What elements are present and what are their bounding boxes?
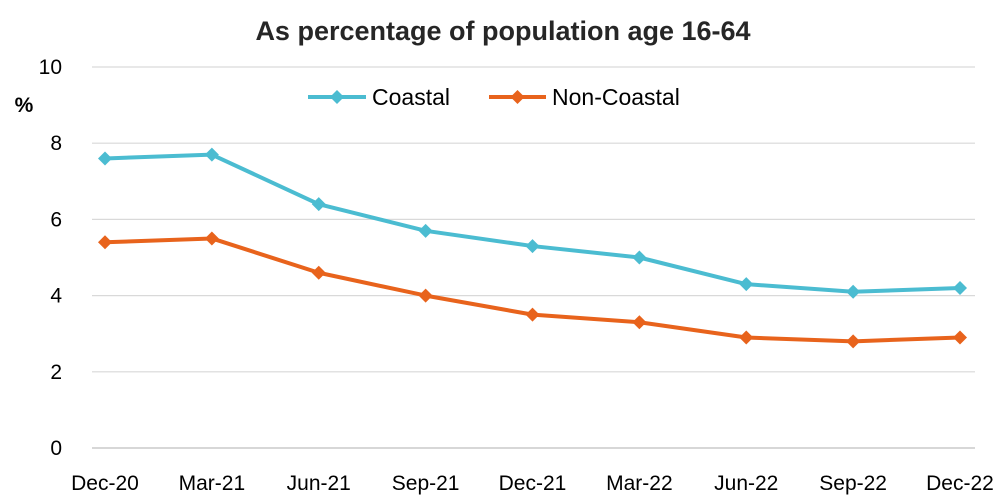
gridlines — [92, 66, 975, 449]
data-point-marker — [739, 277, 754, 292]
data-point-marker — [418, 223, 433, 238]
legend-label: Non-Coastal — [552, 84, 680, 110]
chart-title: As percentage of population age 16-64 — [255, 16, 750, 46]
data-point-marker — [953, 280, 967, 295]
x-tick-label: Mar-22 — [606, 472, 673, 495]
data-point-marker — [632, 250, 647, 265]
x-tick-label: Dec-22 — [926, 472, 994, 495]
legend: Coastal Non-Coastal — [308, 84, 680, 110]
y-tick-label: 8 — [50, 132, 62, 155]
legend-item: Non-Coastal — [489, 84, 680, 110]
x-tick-label: Jun-22 — [714, 472, 778, 495]
y-axis-unit-label: % — [15, 94, 34, 117]
x-tick-label: Dec-21 — [499, 472, 567, 495]
x-tick-label: Dec-20 — [71, 472, 139, 495]
y-tick-label: 4 — [50, 285, 62, 308]
data-point-marker — [525, 239, 540, 254]
data-point-marker — [632, 315, 647, 330]
x-tick-label: Sep-22 — [819, 472, 887, 495]
x-tick-label: Jun-21 — [287, 472, 351, 495]
data-point-marker — [204, 147, 219, 162]
y-tick-label: 2 — [50, 361, 62, 384]
data-point-marker — [525, 307, 540, 322]
y-tick-label: 6 — [50, 208, 62, 231]
legend-item: Coastal — [308, 84, 450, 110]
legend-marker — [330, 90, 344, 104]
data-point-marker — [98, 151, 112, 166]
y-tick-label: 10 — [39, 56, 62, 79]
series-group — [98, 147, 967, 349]
y-axis-ticks: 0 2 4 6 8 10 — [39, 56, 63, 460]
data-point-marker — [204, 231, 219, 246]
legend-marker — [510, 90, 525, 104]
series-non-coastal — [98, 231, 967, 349]
data-point-marker — [953, 330, 967, 345]
data-point-marker — [98, 235, 112, 250]
x-axis-ticks: Dec-20 Mar-21 Jun-21 Sep-21 Dec-21 Mar-22 Jun-… — [71, 472, 994, 495]
data-point-marker — [739, 330, 754, 345]
data-point-marker — [418, 288, 433, 303]
x-tick-label: Mar-21 — [179, 472, 246, 495]
data-point-marker — [311, 197, 326, 212]
y-tick-label: 0 — [50, 437, 62, 460]
data-point-marker — [311, 265, 326, 280]
data-point-marker — [846, 334, 861, 349]
legend-label: Coastal — [372, 84, 450, 110]
series-line — [103, 152, 962, 294]
x-tick-label: Sep-21 — [392, 472, 460, 495]
series-coastal — [98, 147, 967, 299]
data-point-marker — [846, 284, 861, 299]
